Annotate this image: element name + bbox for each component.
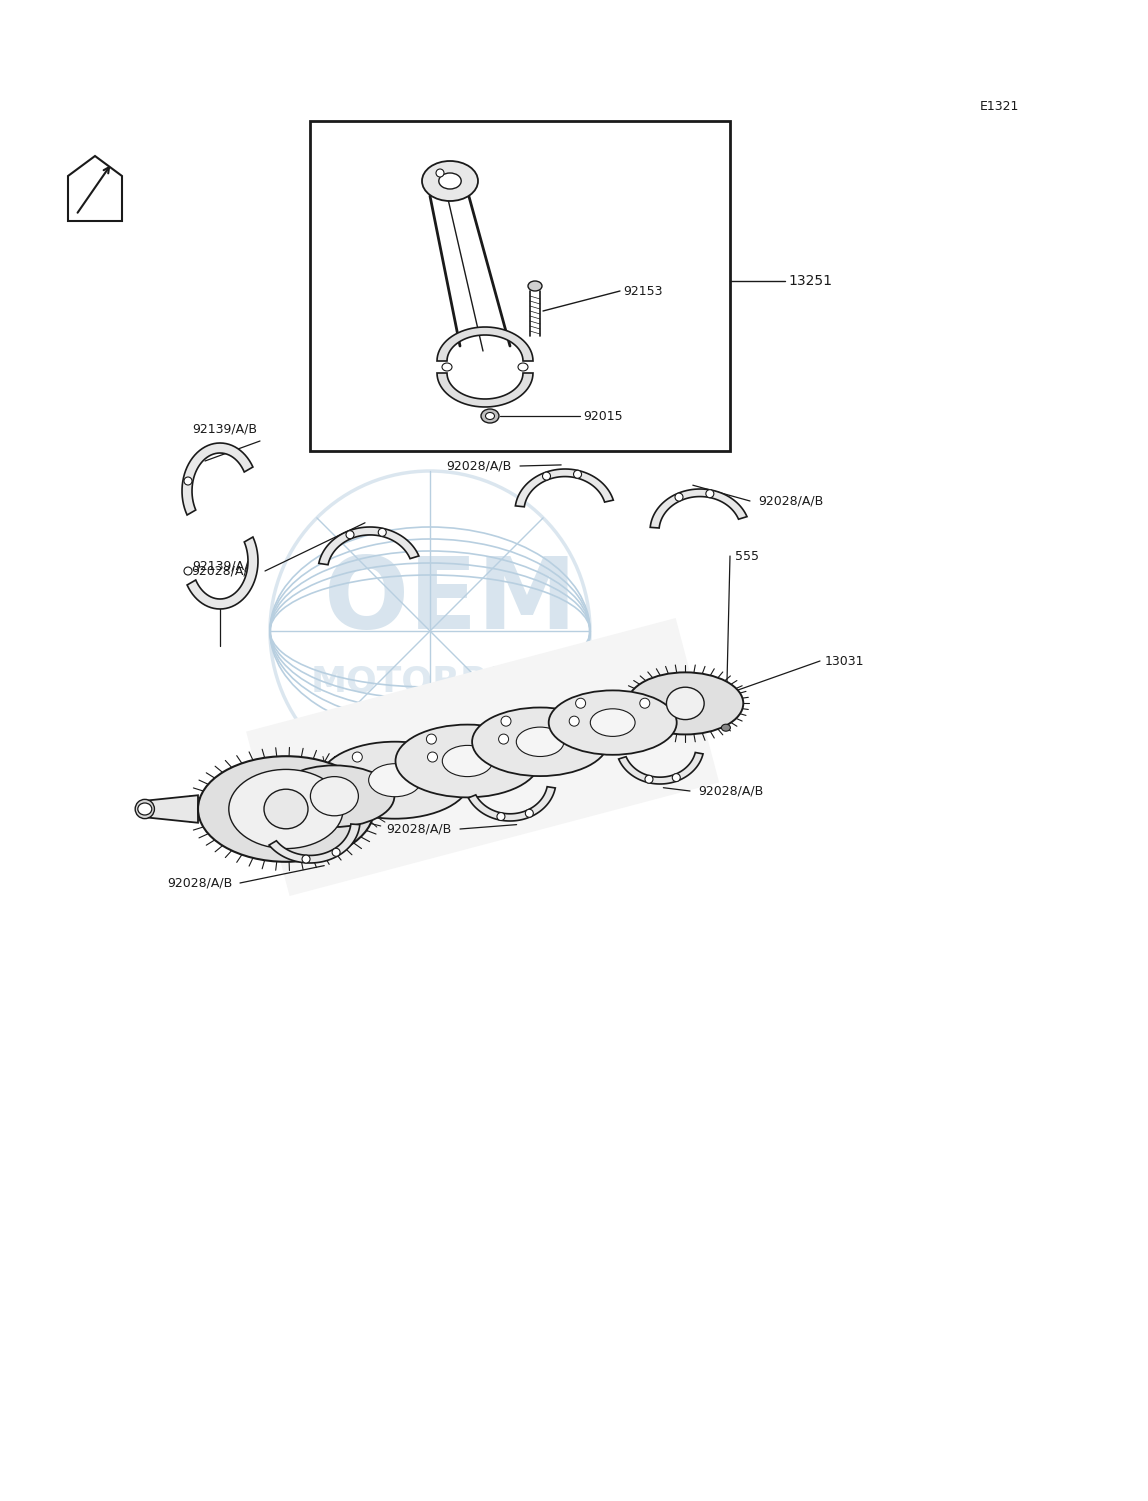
FancyBboxPatch shape bbox=[310, 122, 730, 450]
Polygon shape bbox=[68, 156, 122, 221]
Ellipse shape bbox=[472, 707, 608, 776]
Ellipse shape bbox=[481, 408, 499, 423]
Polygon shape bbox=[437, 327, 533, 362]
Circle shape bbox=[526, 809, 534, 817]
Ellipse shape bbox=[528, 281, 542, 291]
Circle shape bbox=[184, 567, 192, 575]
Polygon shape bbox=[187, 537, 258, 609]
Circle shape bbox=[501, 716, 511, 726]
Circle shape bbox=[346, 531, 354, 539]
Circle shape bbox=[378, 528, 386, 536]
Circle shape bbox=[645, 775, 653, 784]
Text: MOTORPARTS: MOTORPARTS bbox=[311, 663, 589, 698]
Ellipse shape bbox=[197, 757, 374, 862]
Circle shape bbox=[673, 773, 681, 782]
Circle shape bbox=[352, 752, 363, 763]
Text: FRONT: FRONT bbox=[78, 198, 115, 209]
Ellipse shape bbox=[721, 723, 730, 731]
Text: 13031: 13031 bbox=[825, 654, 864, 668]
Polygon shape bbox=[619, 752, 703, 784]
Ellipse shape bbox=[135, 800, 155, 818]
Polygon shape bbox=[269, 824, 359, 863]
Text: E1321: E1321 bbox=[980, 99, 1019, 113]
Text: 92139/A/B: 92139/A/B bbox=[192, 560, 257, 572]
Ellipse shape bbox=[320, 741, 470, 818]
Polygon shape bbox=[437, 374, 533, 407]
Circle shape bbox=[332, 848, 340, 856]
Ellipse shape bbox=[486, 413, 495, 419]
Text: 92028/A/B: 92028/A/B bbox=[447, 459, 512, 473]
Ellipse shape bbox=[264, 790, 308, 829]
Polygon shape bbox=[650, 489, 747, 528]
Polygon shape bbox=[319, 527, 419, 564]
Circle shape bbox=[706, 489, 714, 498]
Circle shape bbox=[569, 716, 580, 726]
Circle shape bbox=[426, 734, 436, 744]
Ellipse shape bbox=[590, 708, 635, 737]
Ellipse shape bbox=[442, 746, 492, 776]
Ellipse shape bbox=[667, 687, 704, 719]
Ellipse shape bbox=[518, 363, 528, 371]
Circle shape bbox=[675, 494, 683, 501]
Ellipse shape bbox=[439, 173, 461, 189]
Ellipse shape bbox=[549, 690, 676, 755]
Ellipse shape bbox=[369, 764, 421, 797]
Text: 555: 555 bbox=[735, 549, 759, 563]
Ellipse shape bbox=[228, 770, 343, 848]
Polygon shape bbox=[515, 468, 613, 507]
Text: 92028/A/B: 92028/A/B bbox=[698, 785, 763, 797]
Circle shape bbox=[184, 477, 192, 485]
Text: 92015: 92015 bbox=[583, 410, 622, 422]
Circle shape bbox=[575, 698, 585, 708]
Ellipse shape bbox=[422, 161, 478, 201]
Circle shape bbox=[427, 752, 437, 763]
Polygon shape bbox=[183, 443, 253, 515]
Text: OEM: OEM bbox=[324, 552, 576, 650]
Circle shape bbox=[639, 698, 650, 708]
Circle shape bbox=[574, 470, 582, 479]
Circle shape bbox=[543, 473, 551, 480]
Circle shape bbox=[302, 856, 310, 863]
Ellipse shape bbox=[310, 776, 358, 817]
Ellipse shape bbox=[442, 363, 452, 371]
Ellipse shape bbox=[517, 726, 564, 757]
Ellipse shape bbox=[396, 725, 540, 797]
Text: 92028/A/B: 92028/A/B bbox=[387, 823, 452, 836]
Polygon shape bbox=[246, 618, 719, 896]
Polygon shape bbox=[145, 796, 197, 823]
Text: 92028/A/B: 92028/A/B bbox=[758, 494, 823, 507]
Text: 92139/A/B: 92139/A/B bbox=[192, 422, 257, 435]
Polygon shape bbox=[468, 787, 556, 821]
Circle shape bbox=[498, 734, 509, 744]
Circle shape bbox=[436, 170, 444, 177]
Text: 92028/A/B: 92028/A/B bbox=[166, 877, 232, 890]
Ellipse shape bbox=[274, 766, 395, 827]
Ellipse shape bbox=[627, 672, 743, 734]
Text: 92153: 92153 bbox=[623, 285, 662, 297]
Ellipse shape bbox=[138, 803, 152, 815]
Text: 92028/A/B: 92028/A/B bbox=[192, 564, 257, 578]
Circle shape bbox=[497, 812, 505, 821]
Text: 13251: 13251 bbox=[788, 275, 832, 288]
